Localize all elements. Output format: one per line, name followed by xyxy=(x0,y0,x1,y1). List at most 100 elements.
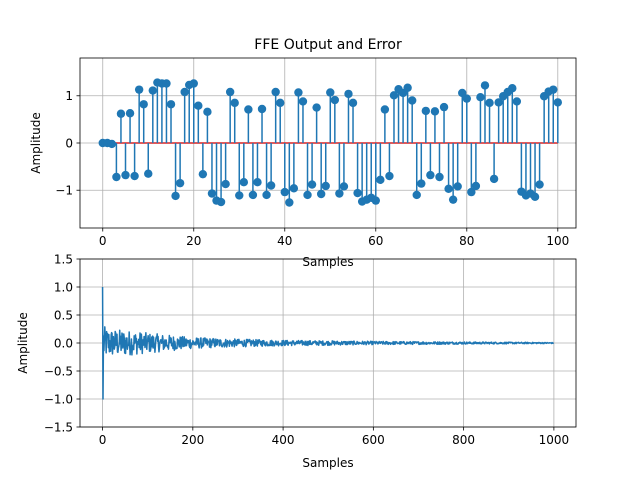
stem-marker xyxy=(371,196,380,205)
stem-marker xyxy=(335,189,344,198)
stem-marker xyxy=(444,184,453,194)
stem-plot-ticks: 0 20 40 60 80 100 −1 0 1 xyxy=(55,89,569,248)
stem-marker xyxy=(235,191,244,200)
error-plot-xlabel: Samples xyxy=(302,456,353,470)
stem-marker xyxy=(348,98,358,108)
stem-marker xyxy=(448,195,458,204)
stem-marker xyxy=(321,181,330,191)
stem-marker xyxy=(385,171,394,181)
stem-marker xyxy=(139,100,148,109)
stem-plot-ytick-label: 0 xyxy=(65,136,73,150)
stem-marker xyxy=(257,104,267,114)
stem-marker xyxy=(262,190,271,200)
stem-marker xyxy=(271,87,280,97)
stem-marker xyxy=(166,100,176,109)
stem-marker xyxy=(266,181,276,190)
stem-marker xyxy=(298,97,308,106)
error-plot-ytick-label: 1.5 xyxy=(54,252,73,266)
stem-marker xyxy=(403,83,412,92)
stem-marker xyxy=(326,88,335,97)
stem-marker xyxy=(508,84,517,93)
stem-marker xyxy=(121,170,130,180)
stem-marker xyxy=(458,88,467,98)
stem-marker xyxy=(144,169,153,178)
stem-marker xyxy=(480,81,490,90)
error-plot-ytick-label: 1.0 xyxy=(54,280,73,294)
stem-marker xyxy=(426,170,435,180)
stem-plot-ytick-label: −1 xyxy=(55,184,73,198)
stem-marker xyxy=(485,98,494,108)
stem-marker xyxy=(175,178,185,188)
error-line xyxy=(101,286,555,400)
stem-plot-ytick-label: 1 xyxy=(65,89,73,103)
error-line-series xyxy=(101,286,555,400)
stem-marker xyxy=(294,88,303,97)
error-plot-xtick-label: 400 xyxy=(272,433,295,447)
stem-marker xyxy=(512,97,522,106)
stem-marker xyxy=(125,109,135,118)
stem-marker xyxy=(116,109,126,118)
stem-plot-xtick-label: 20 xyxy=(186,234,201,248)
stem-marker xyxy=(389,91,399,100)
stem-marker xyxy=(553,98,562,107)
error-plot-ytick-label: 0.5 xyxy=(54,308,73,322)
stem-plot-axes: FFE Output and Error 0 20 40 60 80 100 −1 0 1 Am… xyxy=(29,37,577,269)
stem-marker xyxy=(339,182,349,191)
stem-marker xyxy=(344,89,353,99)
error-plot-xtick-label: 200 xyxy=(181,433,204,447)
stem-marker xyxy=(467,187,476,197)
stem-marker xyxy=(162,79,171,88)
stem-marker xyxy=(312,103,321,112)
stem-marker xyxy=(289,184,299,193)
stem-marker xyxy=(130,171,139,181)
stem-plot-xtick-label: 100 xyxy=(546,234,569,248)
stem-plot-xtick-label: 40 xyxy=(277,234,292,248)
stem-marker xyxy=(207,189,217,198)
stem-marker xyxy=(244,105,253,114)
stem-marker xyxy=(225,87,235,97)
stem-marker xyxy=(307,180,317,189)
stem-plot-xtick-label: 60 xyxy=(368,234,383,248)
stem-marker xyxy=(435,172,444,182)
stem-marker xyxy=(407,96,417,105)
stem-marker xyxy=(494,98,503,107)
stem-marker xyxy=(476,92,485,102)
chart-title: FFE Output and Error xyxy=(254,37,402,53)
stem-marker xyxy=(180,87,189,97)
stem-marker xyxy=(439,102,449,112)
error-plot-xtick-label: 0 xyxy=(99,433,107,447)
stem-marker xyxy=(198,169,208,179)
stem-marker xyxy=(171,191,180,201)
stem-marker xyxy=(303,190,312,200)
stem-marker xyxy=(221,179,230,189)
error-plot-ticks: 0 200 400 600 800 1000 −1.5 −1.0 −0.5 0.0 0.5 1.0 1.… xyxy=(44,252,569,447)
stem-marker xyxy=(376,175,385,185)
error-plot-ytick-label: −1.5 xyxy=(44,420,73,434)
stem-marker xyxy=(280,187,289,197)
error-plot-ytick-label: 0.0 xyxy=(54,336,73,350)
error-plot-ytick-label: −1.0 xyxy=(44,392,73,406)
stem-marker xyxy=(107,139,117,149)
stem-plot-xlabel: Samples xyxy=(302,255,353,269)
stem-marker xyxy=(421,106,431,116)
stem-marker xyxy=(462,94,471,103)
stem-marker xyxy=(353,188,362,198)
stem-marker xyxy=(549,85,558,94)
stem-marker xyxy=(276,98,285,108)
stem-marker xyxy=(194,101,203,110)
error-plot-axes: 0 200 400 600 800 1000 −1.5 −1.0 −0.5 0.0 0.5 1.0 1.… xyxy=(16,252,577,470)
stem-marker xyxy=(248,190,258,200)
stem-marker xyxy=(380,105,390,114)
stem-marker xyxy=(453,182,462,191)
stem-marker xyxy=(285,198,294,207)
stem-marker xyxy=(112,172,121,182)
stem-marker xyxy=(489,174,499,184)
stem-marker xyxy=(430,107,440,116)
stem-marker xyxy=(148,86,158,95)
stem-marker xyxy=(330,95,340,105)
stem-marker xyxy=(535,180,544,189)
stem-marker xyxy=(471,181,481,191)
error-plot-xtick-label: 1000 xyxy=(539,433,570,447)
stem-marker xyxy=(253,177,262,187)
